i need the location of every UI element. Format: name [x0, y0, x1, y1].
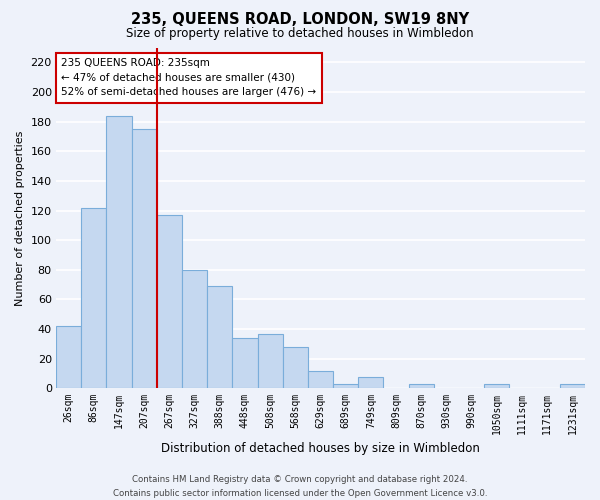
Text: Contains HM Land Registry data © Crown copyright and database right 2024.
Contai: Contains HM Land Registry data © Crown c… — [113, 476, 487, 498]
Y-axis label: Number of detached properties: Number of detached properties — [15, 130, 25, 306]
Text: 235 QUEENS ROAD: 235sqm
← 47% of detached houses are smaller (430)
52% of semi-d: 235 QUEENS ROAD: 235sqm ← 47% of detache… — [61, 58, 316, 98]
Bar — [283, 347, 308, 389]
Bar — [81, 208, 106, 388]
Bar — [207, 286, 232, 388]
X-axis label: Distribution of detached houses by size in Wimbledon: Distribution of detached houses by size … — [161, 442, 480, 455]
Bar — [560, 384, 585, 388]
Bar — [257, 334, 283, 388]
Bar — [358, 376, 383, 388]
Bar — [484, 384, 509, 388]
Bar — [131, 129, 157, 388]
Bar — [409, 384, 434, 388]
Bar — [333, 384, 358, 388]
Text: 235, QUEENS ROAD, LONDON, SW19 8NY: 235, QUEENS ROAD, LONDON, SW19 8NY — [131, 12, 469, 28]
Bar — [106, 116, 131, 388]
Bar — [157, 215, 182, 388]
Bar — [232, 338, 257, 388]
Bar — [56, 326, 81, 388]
Text: Size of property relative to detached houses in Wimbledon: Size of property relative to detached ho… — [126, 28, 474, 40]
Bar — [308, 370, 333, 388]
Bar — [182, 270, 207, 388]
